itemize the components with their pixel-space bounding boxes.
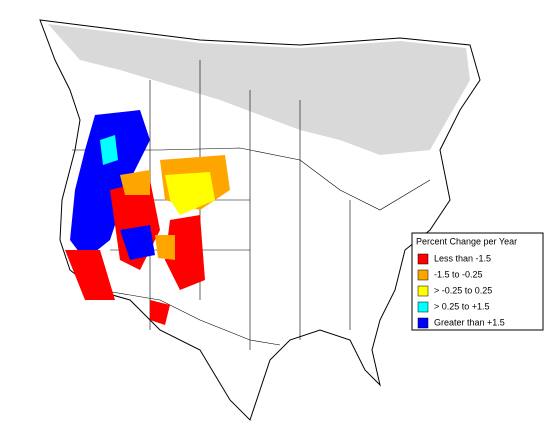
legend-label: Greater than +1.5 bbox=[434, 317, 505, 327]
trend-cell bbox=[100, 135, 118, 165]
trend-cell bbox=[70, 110, 150, 260]
legend-label: > -0.25 to 0.25 bbox=[434, 285, 492, 295]
legend-label: -1.5 to -0.25 bbox=[434, 269, 483, 279]
trend-cell bbox=[65, 250, 115, 300]
trend-cell bbox=[165, 172, 215, 215]
legend: Percent Change per Year Less than -1.5 -1… bbox=[411, 232, 544, 331]
legend-title: Percent Change per Year bbox=[416, 236, 517, 246]
legend-swatch bbox=[417, 253, 429, 265]
legend-box bbox=[411, 232, 544, 331]
trend-cell bbox=[150, 300, 170, 325]
legend-items: Less than -1.5 -1.5 to -0.25 > -0.25 to 0.… bbox=[417, 253, 505, 329]
trend-cell bbox=[120, 170, 150, 195]
legend-label: > 0.25 to +1.5 bbox=[434, 301, 490, 311]
legend-swatch bbox=[417, 301, 429, 313]
legend-swatch bbox=[417, 269, 429, 281]
legend-swatch bbox=[417, 285, 429, 297]
no-data-region bbox=[48, 24, 470, 155]
trend-cells bbox=[65, 110, 230, 325]
trend-cell bbox=[165, 215, 205, 290]
trend-cell bbox=[155, 235, 175, 260]
legend-label: Less than -1.5 bbox=[434, 253, 491, 263]
trend-cell bbox=[120, 225, 155, 260]
legend-swatch bbox=[417, 317, 429, 329]
